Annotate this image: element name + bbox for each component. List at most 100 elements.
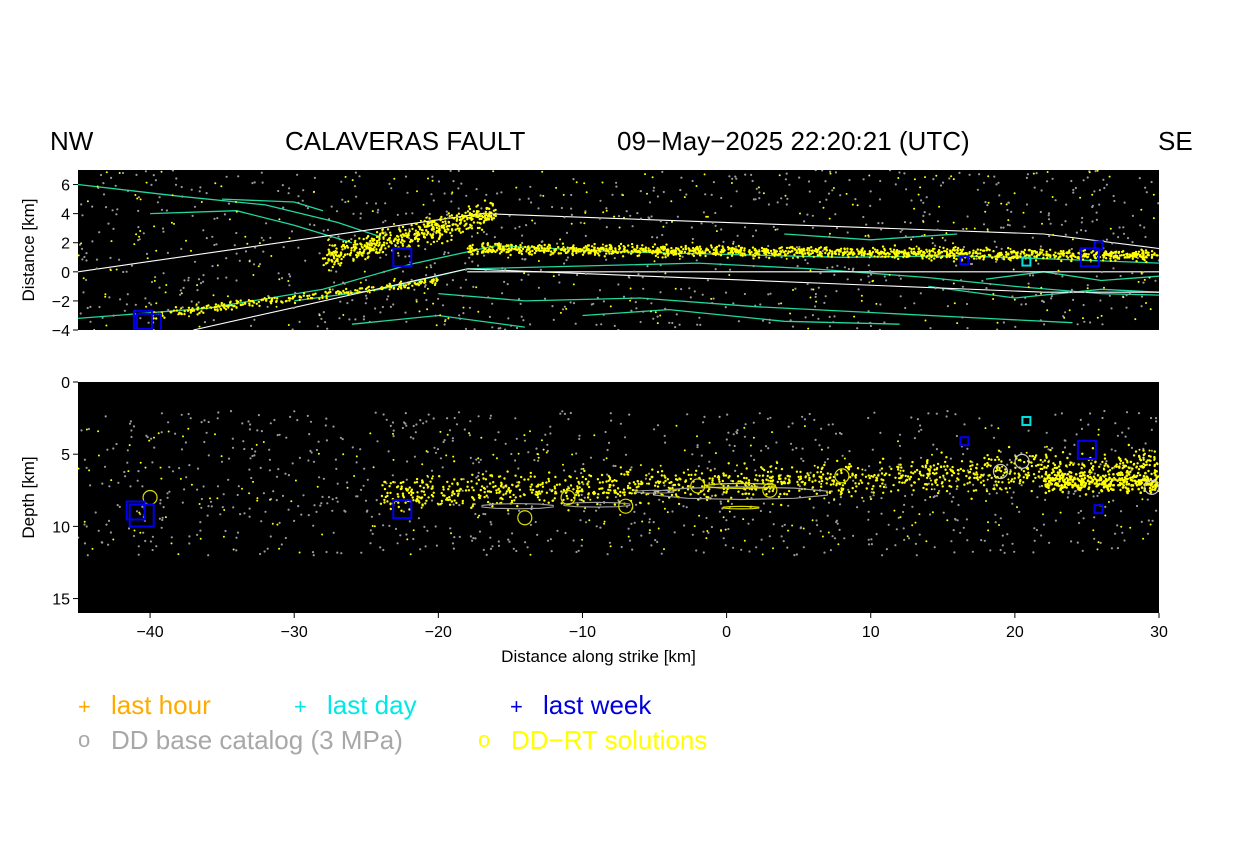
event-dot (1131, 257, 1135, 260)
event-dot (281, 494, 285, 497)
event-dot (494, 484, 497, 488)
event-dot (555, 483, 559, 486)
event-dot (145, 252, 149, 255)
event-dot (660, 474, 663, 477)
event-dot (751, 235, 755, 238)
event-dot (351, 299, 354, 302)
event-dot (926, 250, 929, 253)
event-dot (632, 481, 636, 484)
event-dot (298, 295, 301, 299)
event-dot (916, 418, 920, 421)
page-title: CALAVERAS FAULT (285, 126, 526, 156)
event-dot (976, 478, 980, 481)
event-dot (757, 186, 760, 189)
event-dot (358, 290, 361, 294)
event-dot (448, 495, 451, 499)
event-dot (269, 302, 273, 305)
event-dot (423, 525, 426, 529)
event-dot (920, 249, 923, 253)
event-dot (822, 206, 825, 209)
event-dot (239, 513, 242, 516)
event-dot (358, 175, 361, 178)
event-dot (989, 464, 992, 467)
event-dot (167, 308, 170, 311)
event-dot (394, 244, 397, 248)
event-dot (484, 250, 487, 253)
event-dot (780, 256, 783, 259)
event-dot (1063, 439, 1066, 442)
event-dot (465, 227, 468, 231)
event-dot (1034, 454, 1038, 457)
event-dot (389, 482, 392, 485)
event-dot (123, 309, 126, 312)
event-dot (368, 291, 371, 294)
fault-trace (582, 308, 900, 325)
event-dot (856, 506, 859, 509)
event-dot (569, 475, 572, 479)
event-dot (1079, 196, 1082, 199)
event-dot (413, 233, 416, 236)
event-dot (702, 551, 705, 554)
event-dot (1005, 253, 1008, 256)
event-dot (586, 496, 590, 499)
event-dot (819, 246, 823, 249)
event-dot (368, 247, 371, 251)
event-dot (336, 255, 339, 258)
event-dot (728, 444, 731, 447)
event-dot (789, 319, 792, 322)
event-dot (160, 208, 164, 211)
event-dot (983, 254, 986, 257)
event-dot (935, 448, 939, 451)
event-dot (924, 319, 927, 322)
event-dot (767, 244, 770, 248)
event-dot (421, 229, 424, 232)
event-dot (986, 228, 989, 231)
event-dot (1030, 455, 1033, 458)
event-dot (952, 496, 955, 499)
event-dot (1062, 315, 1065, 318)
event-dot (670, 493, 674, 497)
event-dot (1094, 170, 1097, 173)
event-dot (350, 246, 353, 250)
event-dot (572, 244, 575, 247)
event-dot (356, 291, 359, 295)
event-dot (821, 473, 825, 476)
event-dot (210, 306, 213, 309)
event-dot (547, 249, 550, 253)
event-dot (1107, 470, 1110, 473)
event-dot (955, 434, 959, 438)
event-dot (439, 314, 442, 317)
event-dot (727, 431, 730, 434)
event-dot (656, 247, 659, 250)
fault-trace (928, 285, 1159, 299)
event-dot (949, 468, 952, 471)
event-dot (404, 255, 407, 258)
event-dot (230, 308, 234, 311)
event-dot (492, 249, 496, 253)
event-dot (1043, 323, 1046, 326)
event-dot (1065, 251, 1069, 254)
event-dot (765, 256, 768, 259)
event-dot (496, 249, 499, 252)
event-dot (589, 252, 592, 255)
event-dot (897, 257, 900, 261)
event-dot (1086, 287, 1089, 290)
event-dot (816, 254, 820, 257)
event-dot (1142, 281, 1145, 284)
event-dot (641, 244, 644, 247)
event-dot (776, 480, 779, 484)
event-dot (81, 258, 84, 261)
event-dot (489, 201, 492, 205)
event-dot (806, 472, 809, 475)
event-dot (968, 470, 972, 474)
event-dot (654, 250, 657, 253)
event-dot (834, 171, 838, 174)
event-dot (393, 177, 396, 180)
event-dot (205, 304, 208, 308)
event-dot (798, 245, 801, 249)
event-dot (379, 311, 382, 314)
event-dot (158, 517, 161, 520)
event-dot (1011, 478, 1014, 481)
event-dot (507, 317, 510, 320)
event-dot (1054, 455, 1057, 458)
